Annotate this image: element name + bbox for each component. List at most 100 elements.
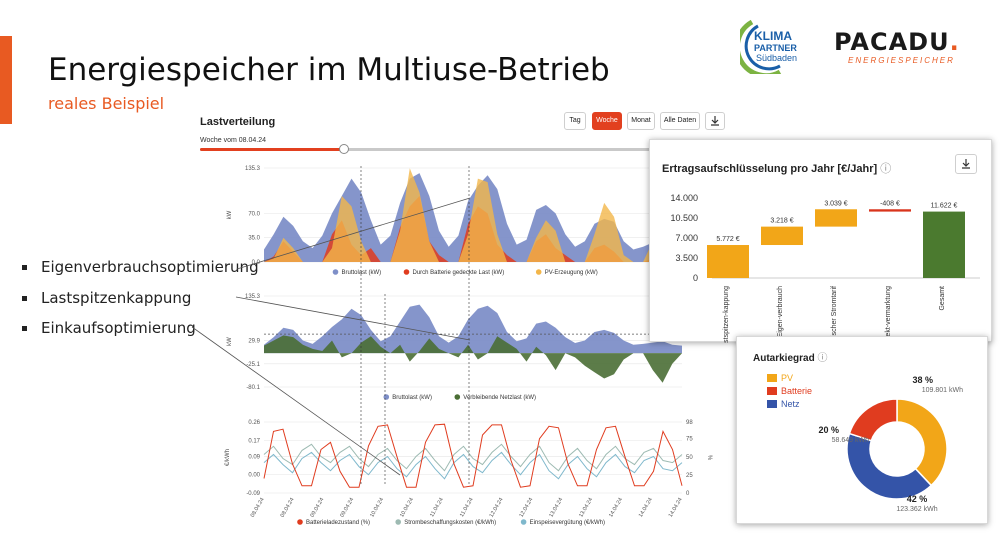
ertrag-card: Ertragsaufschlüsselung pro Jahr [€/Jahr]… xyxy=(649,139,992,343)
slide-title: Energiespeicher im Multiuse-Betrieb xyxy=(48,52,610,88)
bullet-item: Eigenverbrauchsoptimierung xyxy=(22,258,259,276)
x-tick-label: Eigen-verbrauch xyxy=(777,286,784,337)
legend-label: Bruttolast (kW) xyxy=(392,395,432,401)
x-tick-label: 09.04.24 xyxy=(339,497,355,519)
y2-tick-label: 98 xyxy=(686,420,693,426)
y2-tick-label: 25 xyxy=(686,473,693,479)
donut-slice-netz xyxy=(846,432,933,500)
waterfall-bar xyxy=(707,245,749,278)
y2-tick-label: 75 xyxy=(686,437,693,443)
bar-value-label: 11.622 € xyxy=(931,203,958,210)
y-tick-label: 3.500 xyxy=(675,253,698,263)
slider-fill xyxy=(200,148,344,151)
y-tick-label: 135.3 xyxy=(245,166,261,172)
slice-kwh-label: 109.801 kWh xyxy=(922,387,963,394)
waterfall-bar xyxy=(761,226,803,246)
download-icon xyxy=(962,159,970,169)
legend-marker xyxy=(395,519,401,525)
bullet-square-icon xyxy=(22,326,27,331)
waterfall-bar xyxy=(815,209,857,227)
legend-label: PV-Erzeugung (kW) xyxy=(545,270,598,276)
slider-handle[interactable] xyxy=(339,144,349,154)
ertrag-download-button[interactable] xyxy=(955,154,977,174)
slide-subtitle: reales Beispiel xyxy=(48,94,165,113)
slice-percent-label: 42 % xyxy=(907,494,928,504)
alle-daten-button[interactable]: Alle Daten xyxy=(660,112,700,130)
legend-marker xyxy=(454,394,461,400)
waterfall-bar xyxy=(923,211,965,278)
x-tick-label: Lastspitzen-kappung xyxy=(723,286,730,343)
woche-button[interactable]: Woche xyxy=(592,112,622,130)
legend-label: Einspeisevergütung (€/kWh) xyxy=(530,520,605,526)
monat-button[interactable]: Monat xyxy=(627,112,655,130)
dashboard-title: Lastverteilung xyxy=(200,116,276,128)
legend-label: PV xyxy=(781,373,793,383)
y-tick-label: 0.26 xyxy=(248,420,260,426)
bullet-item: Lastspitzenkappung xyxy=(22,289,191,307)
legend-marker xyxy=(520,519,527,525)
y2-tick-label: 50 xyxy=(686,455,693,461)
y-tick-label: 0.00 xyxy=(248,473,260,479)
legend-marker xyxy=(403,269,410,275)
legend-label: Batterieladezustand (%) xyxy=(306,520,370,526)
x-tick-label: 14.04.24 xyxy=(608,497,624,519)
info-icon[interactable]: ⓘ xyxy=(817,353,828,364)
ertrag-waterfall-chart: 0 3.500 7.000 10.500 14.000 5.772 € Lastspitze… xyxy=(670,193,980,343)
legend-marker xyxy=(383,394,390,400)
suedbaden-word: Südbaden xyxy=(756,53,797,63)
time-slider[interactable] xyxy=(200,144,650,154)
accent-bar xyxy=(0,36,12,124)
pacadu-logo: PACADU. ENERGIESPEICHER xyxy=(834,28,964,70)
y-tick-label: 0.0 xyxy=(252,260,261,266)
klima-partner-logo: KLIMA PARTNER Südbaden xyxy=(734,14,820,79)
slice-kwh-label: 123.362 kWh xyxy=(896,506,937,513)
x-tick-label: 14.04.24 xyxy=(638,497,654,519)
legend-marker xyxy=(535,269,542,275)
download-icon xyxy=(711,116,719,126)
legend-swatch xyxy=(767,374,777,382)
x-tick-label: 08.04.24 xyxy=(280,497,296,519)
slice-percent-label: 20 % xyxy=(818,425,839,435)
bullet-square-icon xyxy=(22,296,27,301)
chart-lastverteilung-2: -80.1 -25.1 29.9 135.3 kW Bruttolast (kW) Verb… xyxy=(227,294,682,401)
x-tick-label: 08.04.24 xyxy=(250,497,266,519)
autarkie-title: Autarkiegrad ⓘ xyxy=(753,353,828,364)
x-tick-label: 11.04.24 xyxy=(429,497,445,518)
slice-kwh-label: 58.649 kWh xyxy=(832,437,869,444)
y-tick-label: 70.0 xyxy=(248,211,260,217)
donut-slice-batterie xyxy=(848,398,898,442)
x-tick-label: 13.04.24 xyxy=(548,497,564,519)
info-icon[interactable]: ⓘ xyxy=(880,163,892,175)
y-tick-label: 7.000 xyxy=(675,233,698,243)
chart-preise-soc: -0.09 0.00 0.09 0.17 0.26 0 25 50 75 98 €/kWh % 08.0… xyxy=(225,420,712,526)
bar-value-label: 3.218 € xyxy=(770,218,793,225)
bar-value-label: 5.772 € xyxy=(716,236,739,243)
y-tick-label: 0 xyxy=(693,273,698,283)
y-tick-label: 0.09 xyxy=(248,454,260,460)
x-tick-label: 11.04.24 xyxy=(459,497,475,518)
ertrag-title: Ertragsaufschlüsselung pro Jahr [€/Jahr]… xyxy=(662,163,892,175)
y-tick-label: 0.17 xyxy=(248,438,260,444)
autarkie-card: Autarkiegrad ⓘ PV Batterie Netz 38 % 109.801… xyxy=(736,336,988,524)
legend-label: Strombeschaffungskosten (€/kWh) xyxy=(404,520,496,526)
y-tick-label: 14.000 xyxy=(670,193,698,203)
tag-button[interactable]: Tag xyxy=(564,112,586,130)
legend-label: Verbleibende Netzlast (kW) xyxy=(463,395,536,401)
y-tick-label: 29.9 xyxy=(248,339,260,345)
legend-marker xyxy=(332,269,339,275)
donut-slice-pv xyxy=(896,398,948,487)
x-tick-label: 12.04.24 xyxy=(489,497,505,519)
x-tick-label: Dynamischer Stromtarif xyxy=(831,286,838,343)
x-tick-label: 09.04.24 xyxy=(310,497,326,519)
y-axis-label: kW xyxy=(227,210,233,219)
x-tick-label: 12.04.24 xyxy=(519,497,535,519)
x-tick-label: Direkt-vermarktung xyxy=(885,286,892,343)
bar-value-label: -408 € xyxy=(880,200,900,207)
autarkie-donut-chart: PV Batterie Netz 38 % 109.801 kWh 42 % 123.362… xyxy=(767,373,963,513)
legend-label: Netz xyxy=(781,399,800,409)
series-soc-line xyxy=(263,423,683,488)
pacadu-subline: ENERGIESPEICHER xyxy=(848,56,955,65)
y2-axis-label: % xyxy=(706,455,712,461)
waterfall-bar xyxy=(869,209,911,212)
dashboard-download-button[interactable] xyxy=(705,112,725,130)
